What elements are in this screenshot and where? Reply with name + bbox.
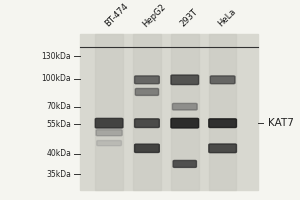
FancyBboxPatch shape (173, 160, 196, 167)
Bar (95, 34, 123, 190)
Text: 40kDa: 40kDa (46, 149, 71, 158)
Text: 35kDa: 35kDa (46, 170, 71, 179)
FancyBboxPatch shape (135, 119, 159, 128)
Bar (209, 34, 236, 190)
FancyBboxPatch shape (135, 144, 159, 152)
Text: 293T: 293T (178, 8, 200, 29)
Text: 70kDa: 70kDa (46, 102, 71, 111)
FancyBboxPatch shape (210, 76, 235, 84)
Text: 55kDa: 55kDa (46, 120, 71, 129)
FancyBboxPatch shape (97, 141, 122, 146)
Bar (80, 34, 258, 190)
FancyBboxPatch shape (135, 76, 159, 84)
FancyBboxPatch shape (209, 119, 236, 128)
FancyBboxPatch shape (209, 144, 236, 153)
Text: HepG2: HepG2 (141, 2, 167, 29)
Text: HeLa: HeLa (216, 7, 238, 29)
Text: KAT7: KAT7 (268, 118, 294, 128)
FancyBboxPatch shape (172, 103, 197, 110)
Text: BT-474: BT-474 (103, 2, 130, 29)
FancyBboxPatch shape (95, 118, 123, 128)
Bar (133, 34, 161, 190)
FancyBboxPatch shape (135, 88, 159, 95)
FancyBboxPatch shape (96, 130, 122, 136)
FancyBboxPatch shape (171, 75, 199, 85)
Text: 130kDa: 130kDa (42, 52, 71, 61)
Text: 100kDa: 100kDa (42, 74, 71, 83)
Bar (171, 34, 199, 190)
FancyBboxPatch shape (171, 118, 199, 128)
